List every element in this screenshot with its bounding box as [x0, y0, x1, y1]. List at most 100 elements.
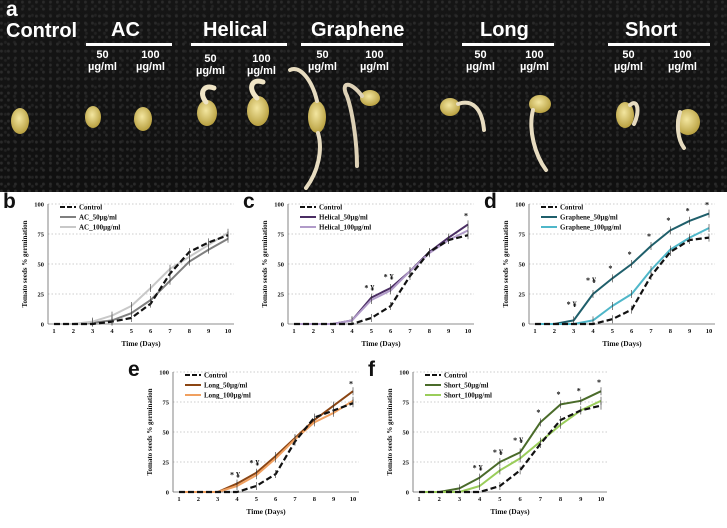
y-tick-label: 100 [399, 370, 409, 377]
sprout-short-100 [675, 110, 686, 150]
x-tick-label: 1 [177, 496, 180, 503]
x-tick-label: 9 [207, 328, 211, 335]
sprout-helical-50 [200, 84, 217, 105]
x-tick-label: 5 [498, 496, 502, 503]
dose-long-50: 50 µg/ml [466, 49, 495, 73]
x-tick-label: 3 [216, 496, 220, 503]
sprout-helical-100 [249, 78, 266, 101]
x-tick-label: 8 [428, 328, 432, 335]
x-axis-label: Time (Days) [246, 507, 286, 516]
seed-graphene-100 [360, 90, 380, 106]
y-tick-label: 50 [38, 262, 45, 269]
legend-label: Control [560, 204, 583, 212]
sprout-graphene-50 [288, 67, 322, 190]
significance-marker: * ¥ [513, 436, 523, 445]
significance-marker: * [597, 378, 601, 387]
y-tick-label: 25 [278, 292, 285, 299]
legend-label: Short_50µg/ml [444, 382, 489, 390]
x-tick-label: 2 [197, 496, 200, 503]
label-ac: AC [111, 19, 140, 41]
x-tick-label: 9 [688, 328, 692, 335]
significance-marker: * [349, 379, 353, 388]
significance-marker: * [647, 232, 651, 241]
series-line-ac-50-g-ml [54, 237, 229, 325]
dose-helical-100: 100 µg/ml [247, 53, 276, 77]
significance-marker: * [628, 250, 632, 259]
legend-label: Long_50µg/ml [204, 382, 247, 390]
sprout-long-100 [529, 108, 548, 172]
panel-letter-d: d [484, 190, 497, 213]
series-line-control [54, 234, 229, 326]
x-tick-label: 7 [408, 328, 412, 335]
label-helical: Helical [203, 19, 268, 41]
x-tick-label: 9 [579, 496, 583, 503]
x-tick-label: 7 [539, 496, 543, 503]
x-tick-label: 6 [630, 328, 634, 335]
group-line-ac [86, 43, 172, 46]
x-tick-label: 8 [188, 328, 192, 335]
x-tick-label: 2 [312, 328, 315, 335]
seed-ac-50 [85, 106, 101, 128]
legend-label: Control [79, 204, 102, 212]
y-tick-label: 75 [38, 232, 45, 239]
x-tick-label: 4 [235, 496, 239, 503]
legend-label: Control [444, 372, 467, 380]
panel-letter-a: a [6, 0, 18, 21]
x-tick-label: 8 [669, 328, 673, 335]
x-tick-label: 8 [313, 496, 317, 503]
significance-marker: * [686, 207, 690, 216]
seed-germination-photo: a Control AC Helical Graphene Long Short… [0, 0, 727, 192]
x-tick-label: 5 [611, 328, 615, 335]
group-line-long [462, 43, 554, 46]
x-tick-label: 5 [370, 328, 374, 335]
x-tick-label: 5 [130, 328, 134, 335]
panel-letter-c: c [243, 190, 255, 213]
x-axis-label: Time (Days) [602, 339, 642, 348]
y-tick-label: 25 [163, 460, 170, 467]
x-tick-label: 1 [52, 328, 55, 335]
dose-ac-100: 100 µg/ml [136, 49, 165, 73]
significance-marker: * ¥ [586, 276, 596, 285]
x-tick-label: 7 [168, 328, 172, 335]
x-tick-label: 10 [598, 496, 605, 503]
y-tick-label: 50 [163, 430, 170, 437]
sprout-graphene-100 [342, 82, 364, 168]
dose-graphene-100: 100 µg/ml [360, 49, 389, 73]
significance-marker: * [608, 264, 612, 273]
significance-marker: * [577, 387, 581, 396]
x-tick-label: 6 [389, 328, 393, 335]
label-control: Control [6, 20, 78, 42]
y-tick-label: 0 [41, 322, 44, 329]
x-tick-label: 6 [149, 328, 153, 335]
x-tick-label: 6 [518, 496, 522, 503]
y-tick-label: 25 [38, 292, 45, 299]
y-tick-label: 100 [274, 202, 284, 209]
y-axis-label: Tomato seeds % germination [146, 388, 154, 475]
sprout-long-50 [456, 100, 486, 132]
label-graphene: Graphene [311, 19, 405, 41]
x-tick-label: 2 [72, 328, 75, 335]
seed-helical-50 [197, 100, 217, 126]
y-tick-label: 50 [403, 430, 410, 437]
chart-e: 0 25 50 75 100 1 2 3 4 5 6 7 8 9 10 Time (Days) Tomato s… [146, 370, 359, 516]
y-tick-label: 75 [163, 400, 170, 407]
y-tick-label: 75 [403, 400, 410, 407]
significance-marker: * ¥ [364, 283, 374, 292]
series-line-control [294, 234, 469, 326]
y-tick-label: 75 [519, 232, 526, 239]
significance-marker: * ¥ [493, 448, 503, 457]
dose-graphene-50: 50 µg/ml [308, 49, 337, 73]
y-axis-label: Tomato seeds % germination [502, 220, 510, 307]
seeds-illustration [11, 67, 700, 190]
x-tick-label: 4 [350, 328, 354, 335]
x-tick-label: 3 [458, 496, 462, 503]
dose-ac-50: 50 µg/ml [88, 49, 117, 73]
seed-long-100 [529, 95, 551, 113]
series-line-short-50-g-ml [419, 390, 602, 493]
significance-marker: * [464, 211, 468, 220]
significance-marker: * [705, 201, 709, 210]
x-tick-label: 9 [332, 496, 336, 503]
legend-label: Graphene_50µg/ml [560, 214, 618, 222]
legend-label: Control [319, 204, 342, 212]
x-tick-label: 1 [533, 328, 536, 335]
